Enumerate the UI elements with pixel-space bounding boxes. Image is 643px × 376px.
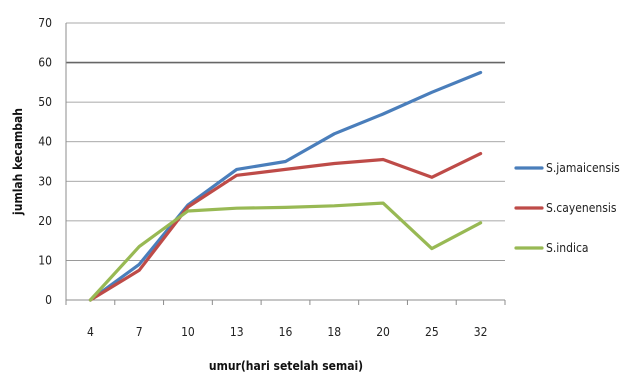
y-tick-label: 60 [38, 56, 52, 70]
x-tick-label: 20 [376, 325, 390, 339]
y-tick-label: 0 [45, 293, 52, 307]
x-axis-title: umur(hari setelah semai) [209, 359, 363, 373]
legend-label: S.jamaicensis [546, 161, 620, 175]
y-tick-label: 50 [38, 95, 52, 109]
x-tick-label: 16 [279, 325, 293, 339]
x-tick-labels: 4 7 10 13 16 18 20 25 32 [65, 300, 506, 339]
x-tick-label: 4 [87, 325, 94, 339]
y-tick-label: 70 [38, 16, 52, 30]
legend: S.jamaicensis S.cayenensis S.indica [514, 161, 620, 255]
x-tick-label: 32 [474, 325, 488, 339]
y-tick-labels: 0 10 20 30 40 50 60 70 [38, 16, 52, 307]
y-tick-label: 30 [38, 174, 52, 188]
x-tick-label: 13 [230, 325, 244, 339]
series-line-s-jamaicensis [88, 70, 483, 302]
x-tick-label: 25 [425, 325, 439, 339]
y-tick-label: 20 [38, 214, 52, 228]
x-tick-label: 7 [136, 325, 143, 339]
legend-label: S.indica [546, 241, 589, 255]
y-tick-label: 40 [38, 135, 52, 149]
y-tick-label: 10 [38, 253, 52, 267]
series-lines [88, 70, 483, 302]
series-line-s-cayenensis [88, 152, 483, 302]
x-tick-label: 18 [327, 325, 341, 339]
gridlines [66, 22, 505, 261]
y-axis-title: jumlah kecambah [11, 108, 25, 216]
x-tick-label: 10 [181, 325, 195, 339]
legend-label: S.cayenensis [546, 201, 617, 215]
series-line-s-indica [88, 201, 483, 302]
